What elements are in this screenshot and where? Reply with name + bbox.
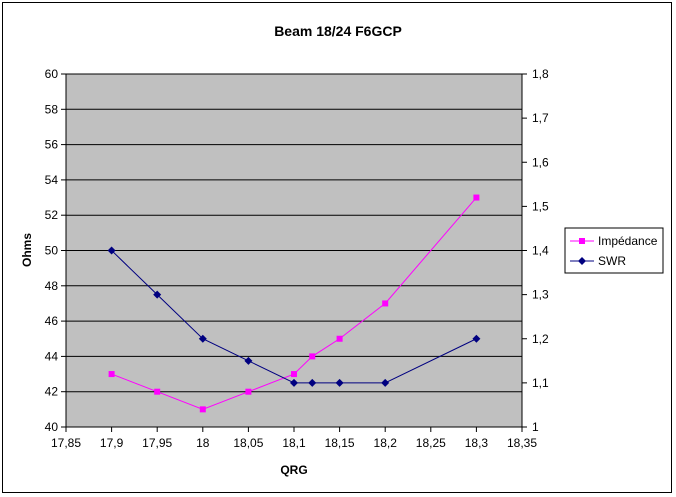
y-tick-label: 44: [45, 349, 59, 363]
chart-title: Beam 18/24 F6GCP: [274, 23, 402, 39]
y-tick-label: 58: [45, 102, 59, 116]
y-tick-label: 56: [45, 138, 59, 152]
legend-swatch-marker: [579, 238, 585, 244]
series-imp-dance: [108, 194, 480, 413]
y2-tick-label: 1,5: [532, 199, 549, 213]
x-tick-label: 18,15: [325, 436, 355, 450]
y2-tick-label: 1,8: [532, 67, 549, 81]
x-axis-title: QRG: [280, 463, 307, 477]
legend: Impédance SWR: [564, 227, 664, 274]
y2-tick-label: 1,7: [532, 111, 549, 125]
data-point: [290, 378, 298, 387]
data-point: [245, 388, 252, 395]
data-point: [244, 356, 253, 365]
x-tick-label: 18,1: [282, 436, 306, 450]
data-point: [335, 378, 344, 387]
y2-tick-label: 1: [532, 420, 539, 434]
data-point: [473, 194, 480, 201]
legend-label: Impédance: [598, 234, 658, 248]
y-tick-label: 54: [45, 173, 59, 187]
data-point: [381, 378, 390, 387]
data-point: [107, 246, 116, 255]
x-tick-label: 17,85: [51, 436, 81, 450]
plot-area: [65, 73, 523, 428]
data-point: [291, 371, 297, 378]
legend-swatch-marker: [578, 257, 586, 265]
y2-axis-ticks: 1 1,1 1,2 1,3 1,4 1,5 1,6 1,7 1,8: [522, 67, 549, 434]
data-point: [336, 335, 343, 342]
x-tick-label: 17,95: [142, 436, 172, 450]
y2-tick-label: 1,4: [532, 244, 549, 258]
y-tick-label: 52: [45, 208, 59, 222]
y2-tick-label: 1,3: [532, 288, 549, 302]
y-tick-label: 46: [45, 314, 59, 328]
y-tick-label: 40: [45, 420, 59, 434]
data-point: [153, 290, 162, 299]
data-point: [472, 334, 481, 343]
x-tick-label: 18,3: [465, 436, 489, 450]
y2-tick-label: 1,1: [532, 376, 549, 390]
legend-label: SWR: [598, 254, 626, 268]
x-tick-label: 18,05: [233, 436, 263, 450]
data-point: [382, 300, 389, 307]
y2-tick-label: 1,2: [532, 332, 549, 346]
y-axis-title: Ohms: [20, 233, 34, 267]
x-tick-label: 18,2: [374, 436, 398, 450]
data-point: [198, 334, 207, 343]
y-tick-label: 60: [45, 67, 59, 81]
y2-tick-label: 1,6: [532, 155, 549, 169]
data-point: [309, 353, 316, 360]
y-tick-label: 42: [45, 385, 59, 399]
y-tick-label: 48: [45, 279, 59, 293]
series-group: [107, 194, 481, 413]
x-axis-ticks: 17,85 17,9 17,95 18 18,05 18,1 18,15 18,2 18,25 1…: [51, 427, 537, 450]
x-tick-label: 18,25: [416, 436, 446, 450]
legend-box: [564, 227, 664, 274]
y-tick-label: 50: [45, 244, 59, 258]
y-axis-ticks: 40 42 44 46 48 50 52 54 56 58 60: [45, 67, 66, 434]
data-point: [154, 388, 161, 395]
data-point: [308, 378, 317, 387]
series-swr: [107, 246, 481, 387]
data-point: [199, 406, 206, 413]
x-tick-label: 18,35: [507, 436, 537, 450]
data-point: [108, 371, 115, 378]
x-tick-label: 17,9: [100, 436, 124, 450]
x-tick-label: 18: [196, 436, 210, 450]
